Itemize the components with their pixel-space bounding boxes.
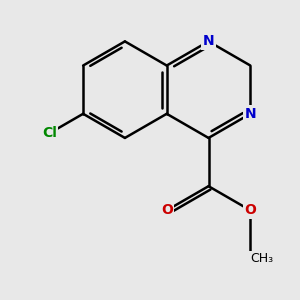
Text: CH₃: CH₃: [250, 252, 274, 265]
Text: O: O: [244, 203, 256, 217]
Text: N: N: [203, 34, 214, 48]
Text: Cl: Cl: [42, 126, 57, 140]
Text: N: N: [244, 107, 256, 121]
Text: O: O: [161, 203, 173, 217]
